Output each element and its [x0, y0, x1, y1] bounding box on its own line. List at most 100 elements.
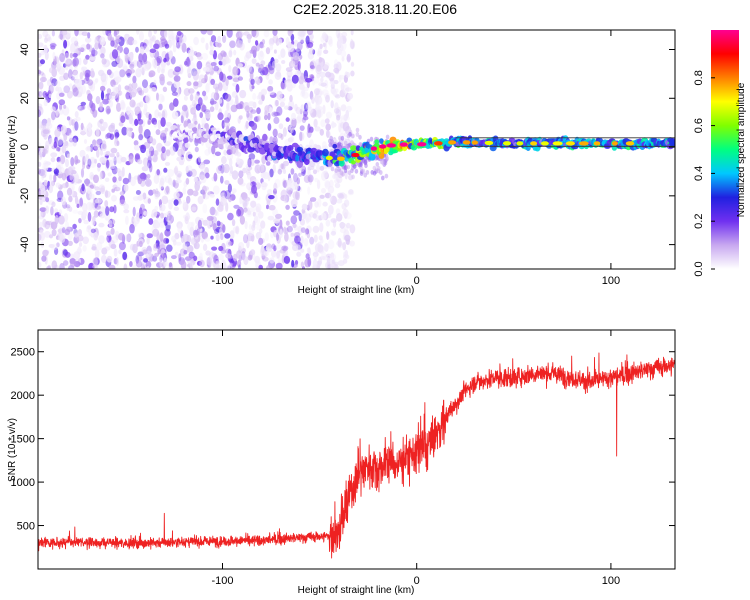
spectrogram-noise-cell: [260, 88, 268, 96]
spectrogram-noise-cell: [235, 225, 240, 235]
spectrogram-noise-cell: [314, 126, 321, 132]
spectrogram-noise-cell: [282, 169, 287, 175]
spectrogram-noise-cell: [245, 120, 249, 129]
spectrogram-noise-cell: [196, 157, 201, 166]
spectrogram-noise-cell: [337, 36, 344, 46]
spectrogram-noise-cell: [156, 169, 160, 176]
spectrogram-noise-cell: [126, 39, 130, 45]
spectrogram-noise-cell: [239, 196, 243, 205]
spectrogram-noise-cell: [346, 133, 351, 139]
spectrogram-noise-cell: [206, 215, 214, 221]
spectrogram-noise-cell: [273, 49, 277, 54]
spectrogram-noise-cell: [157, 112, 162, 117]
spectrogram-noise-cell: [82, 245, 87, 252]
spectrogram-noise-cell: [216, 220, 221, 227]
spectrogram-noise-cell: [305, 228, 310, 235]
spectrogram-noise-cell: [176, 31, 182, 36]
spectrogram-noise-cell: [148, 218, 154, 225]
spectrogram-noise-cell: [229, 230, 235, 240]
spectrogram-noise-cell: [163, 257, 168, 268]
spectrogram-noise-cell: [209, 44, 214, 52]
spectrogram-noise-cell: [142, 86, 149, 94]
spectrogram-noise-cell: [306, 103, 312, 110]
spectrogram-noise-cell: [66, 116, 71, 121]
spectrogram-noise-cell: [141, 166, 149, 172]
spectrogram-noise-cell: [358, 134, 362, 140]
snr-frame: [37, 329, 676, 570]
spectrogram-signal-cell: [231, 131, 238, 139]
spectrogram-noise-cell: [105, 105, 111, 115]
spectrogram-x-axis-label: Height of straight line (km): [298, 285, 415, 296]
spectrogram-noise-cell: [285, 117, 290, 122]
spectrogram-x-ticks: -100 0 100: [211, 30, 620, 287]
spectrogram-signal-peak: [417, 142, 427, 147]
spectrogram-noise-cell: [304, 229, 308, 236]
spectrogram-noise-cell: [56, 137, 64, 146]
spectrogram-noise-cell: [247, 172, 252, 178]
spectrogram-noise-cell: [222, 35, 227, 43]
spectrogram-noise-cell: [329, 135, 334, 141]
spectrogram-signal-peak: [540, 141, 549, 146]
spectrogram-noise-cell: [235, 95, 239, 105]
spectrogram-noise-cell: [212, 222, 217, 231]
spectrogram-noise-cell: [116, 102, 122, 113]
spectrogram-noise-cell: [101, 79, 108, 87]
spectrogram-noise-cell: [160, 151, 167, 161]
spectrogram-noise-cell: [47, 264, 52, 269]
spectrogram-noise-cell: [296, 177, 300, 185]
spectrogram-noise-cell: [184, 256, 192, 261]
spectrogram-noise-cell: [197, 195, 204, 205]
spectrogram-noise-cell: [262, 171, 270, 180]
spectrogram-noise-cell: [144, 63, 150, 71]
spectrogram-noise-cell: [348, 189, 354, 195]
spectrogram-noise-cell: [291, 129, 296, 136]
spectrogram-noise-cell: [298, 83, 305, 90]
spectrogram-noise-cell: [332, 173, 339, 180]
spectrogram-noise-cell: [142, 249, 148, 255]
spectrogram-noise-cell: [38, 109, 42, 118]
spectrogram-noise-cell: [236, 157, 241, 165]
spectrogram-noise-cell: [147, 155, 152, 164]
spectrogram-noise-cell: [82, 209, 88, 217]
spectrogram-noise-cell: [229, 171, 233, 177]
spectrogram-noise-cell: [291, 60, 296, 68]
spectrogram-noise-cell: [278, 38, 283, 45]
spectrogram-noise-cell: [86, 43, 91, 50]
spectrogram-noise-cell: [226, 264, 231, 269]
spectrogram-noise-cell: [158, 244, 166, 251]
spectrogram-noise-cell: [78, 47, 85, 52]
spectrogram-noise-cell: [186, 195, 191, 204]
spectrogram-noise-cell: [254, 164, 262, 174]
spectrogram-noise-cell: [275, 262, 283, 269]
spectrogram-noise-cell: [273, 245, 277, 252]
spectrogram-noise-cell: [295, 244, 301, 252]
spectrogram-noise-cell: [105, 150, 111, 156]
spectrogram-noise-cell: [109, 206, 115, 213]
spectrogram-noise-cell: [330, 195, 337, 205]
colorbar-tick-label: 0.0: [693, 261, 705, 276]
spectrogram-noise-cell: [275, 63, 282, 72]
spectrogram-noise-cell: [190, 168, 197, 177]
spectrogram-noise-cell: [260, 220, 266, 229]
spectrogram-noise-cell: [330, 166, 335, 172]
spectrogram-noise-cell: [54, 126, 61, 131]
spectrogram-noise-cell: [135, 30, 140, 35]
spectrogram-signal-peak: [471, 140, 478, 145]
spectrogram-noise-cell: [108, 240, 116, 249]
spectrogram-noise-cell: [111, 91, 119, 99]
spectrogram-noise-cell: [62, 260, 69, 266]
spectrogram-noise-cell: [320, 212, 327, 221]
spectrogram-noise-cell: [149, 135, 154, 143]
spectrogram-noise-cell: [82, 236, 89, 245]
spectrogram-noise-cell: [125, 215, 129, 225]
spectrogram-noise-cell: [274, 178, 281, 188]
spectrogram-signal-cell: [374, 139, 380, 145]
spectrogram-noise-cell: [264, 114, 268, 121]
spectrogram-noise-cell: [40, 89, 44, 99]
spectrogram-noise-cell: [238, 242, 245, 250]
spectrogram-signal-cell: [355, 145, 361, 152]
spectrogram-noise-cell: [114, 132, 120, 138]
spectrogram-noise-cell: [299, 131, 303, 142]
spectrogram-noise-cell: [328, 38, 333, 47]
spectrogram-noise-cell: [209, 106, 215, 112]
